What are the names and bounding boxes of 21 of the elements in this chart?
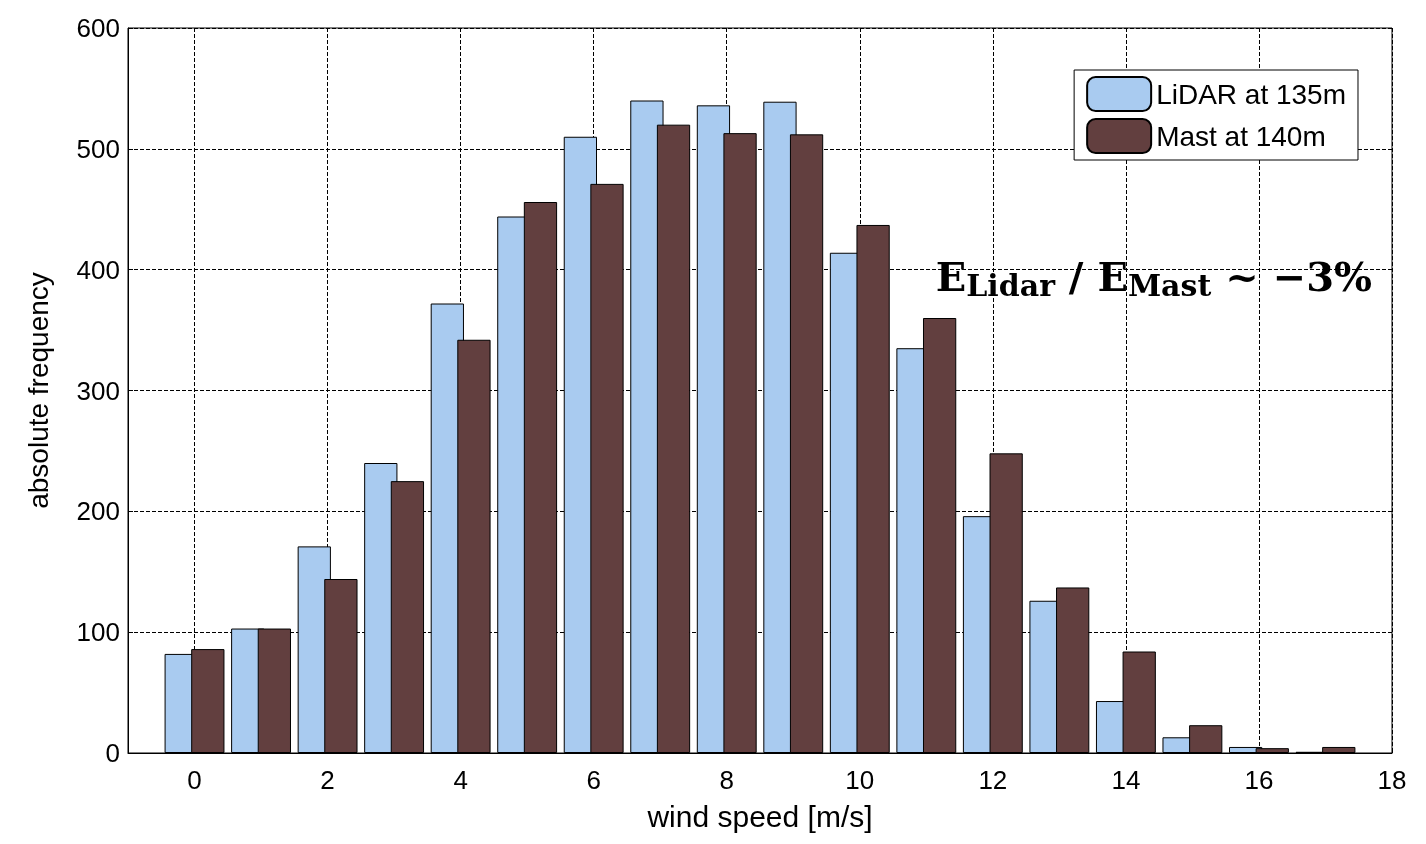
y-axis-title: absolute frequency xyxy=(22,272,54,509)
x-tick-label: 8 xyxy=(719,765,734,795)
x-tick-label: 2 xyxy=(320,765,335,795)
x-tick-label: 12 xyxy=(978,765,1008,795)
y-tick-label: 300 xyxy=(76,375,120,406)
x-tick-label: 16 xyxy=(1244,765,1274,795)
legend-label: Mast at 140m xyxy=(1156,120,1326,152)
y-tick-label: 100 xyxy=(76,617,120,648)
x-axis-title: wind speed [m/s] xyxy=(646,799,873,833)
x-tick-label: 4 xyxy=(453,765,468,795)
y-tick-label: 400 xyxy=(76,254,120,285)
x-tick-label: 6 xyxy=(586,765,601,795)
legend-label: LiDAR at 135m xyxy=(1156,78,1347,110)
x-tick-label: 10 xyxy=(845,765,875,795)
x-tick-label: 14 xyxy=(1111,765,1141,795)
x-tick-label: 0 xyxy=(187,765,202,795)
y-tick-label: 600 xyxy=(76,13,120,43)
y-tick-label: 200 xyxy=(76,496,120,527)
y-tick-label: 0 xyxy=(105,738,120,768)
x-tick-label: 18 xyxy=(1377,765,1407,795)
y-tick-label: 500 xyxy=(76,133,120,164)
